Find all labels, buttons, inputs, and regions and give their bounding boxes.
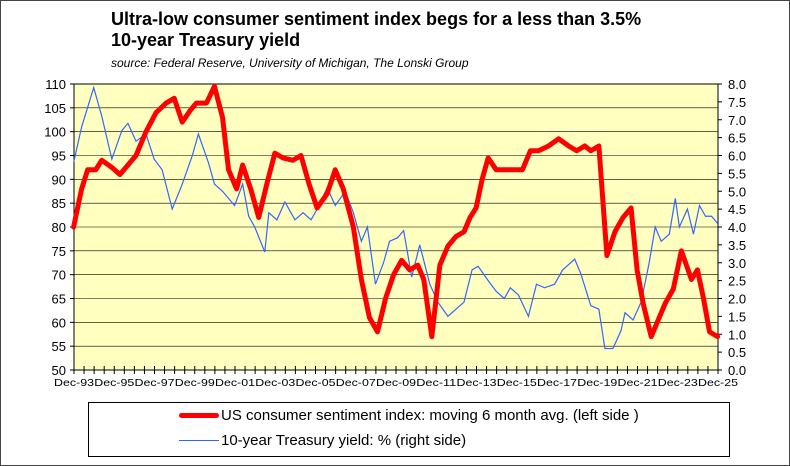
title-line-1: Ultra-low consumer sentiment index begs … [111,9,642,29]
left-tick-label: 110 [45,77,66,92]
x-tick-label: Dec-25 [698,377,738,389]
legend: US consumer sentiment index: moving 6 mo… [88,402,730,457]
right-tick-label: 3.0 [728,256,746,271]
right-tick-label: 6.5 [728,131,746,146]
chart-subtitle: source: Federal Reserve, University of M… [111,56,469,70]
plot-svg: 50 55 60 65 70 75 80 85 90 95 100 105 110 0.0 0.5 1.0 1.… [44,77,746,389]
right-tick-label: 0.5 [728,345,746,360]
legend-item-treasury: 10-year Treasury yield: % (right side) [179,432,466,449]
left-tick-label: 60 [52,315,66,330]
x-tick-label: Dec-09 [376,377,416,389]
x-tick-label: Dec-03 [255,377,295,389]
treasury-yield-line [73,85,719,350]
legend-label-sentiment: US consumer sentiment index: moving 6 mo… [221,407,639,424]
x-tick-label: Dec-95 [94,377,134,389]
sentiment-line [71,83,721,340]
legend-label-treasury: 10-year Treasury yield: % (right side) [221,432,467,449]
left-tick-label: 50 [52,363,66,378]
x-tick-label: Dec-05 [296,377,336,389]
x-tick-label: Dec-13 [457,377,497,389]
right-tick-label: 8.0 [728,77,746,92]
right-tick-label: 5.0 [728,184,746,199]
right-tick-label: 2.0 [728,292,746,307]
right-tick-label: 5.5 [728,166,746,181]
left-tick-label: 95 [52,149,66,164]
x-tick-label: Dec-99 [175,377,215,389]
right-tick-label: 2.5 [728,274,746,289]
left-tick-label: 70 [52,268,66,283]
left-tick-label: 75 [52,244,66,259]
chart-title: Ultra-low consumer sentiment index begs … [111,9,641,51]
right-tick-label: 6.0 [728,149,746,164]
right-tick-label: 1.0 [728,327,746,342]
legend-swatch-red [179,413,219,418]
right-tick-label: 4.5 [728,202,746,217]
x-tick-label: Dec-19 [577,377,617,389]
x-tick-label: Dec-01 [215,377,255,389]
x-tick-label: Dec-07 [336,377,376,389]
right-tick-label: 3.5 [728,238,746,253]
right-tick-label: 4.0 [728,220,746,235]
x-tick-label: Dec-15 [497,377,537,389]
x-tick-label: Dec-93 [54,377,94,389]
left-tick-label: 105 [44,101,66,116]
x-tick-label: Dec-23 [658,377,698,389]
left-tick-label: 90 [52,172,66,187]
right-tick-label: 7.5 [728,95,746,110]
left-tick-label: 85 [52,196,66,211]
right-tick-label: 1.5 [728,309,746,324]
left-tick-label: 100 [44,125,66,140]
x-tick-label: Dec-11 [416,377,456,389]
title-line-2: 10-year Treasury yield [111,30,301,50]
x-tick-label: Dec-21 [618,377,658,389]
x-tick-label: Dec-17 [537,377,577,389]
legend-swatch-blue [179,440,219,441]
left-tick-label: 55 [52,339,66,354]
x-tick-label: Dec-97 [135,377,175,389]
right-tick-label: 0.0 [728,363,746,378]
left-tick-label: 65 [52,292,66,307]
right-tick-label: 7.0 [728,113,746,128]
left-tick-label: 80 [52,220,66,235]
legend-item-sentiment: US consumer sentiment index: moving 6 mo… [179,407,639,424]
